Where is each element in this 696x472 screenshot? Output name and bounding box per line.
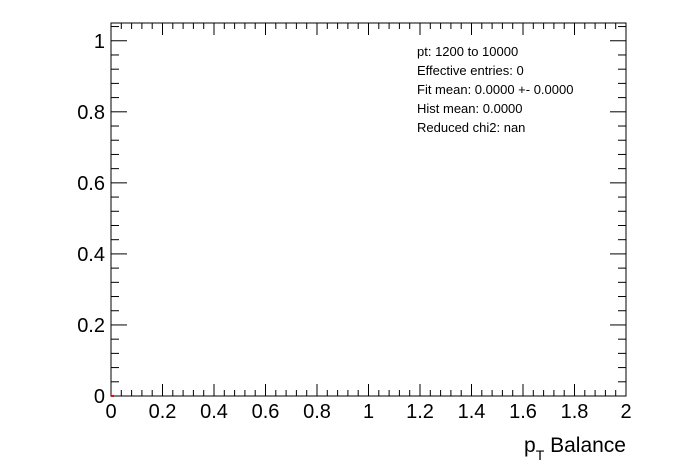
- x-tick-label: 1: [363, 401, 374, 423]
- stats-line: Effective entries: 0: [417, 63, 524, 78]
- x-tick-label: 2: [620, 401, 631, 423]
- x-tick-label: 0.4: [200, 401, 228, 423]
- y-tick-label: 0: [94, 386, 105, 408]
- stats-line: pt: 1200 to 10000: [417, 44, 518, 59]
- stats-line: Fit mean: 0.0000 +- 0.0000: [417, 82, 573, 97]
- x-tick-label: 1.6: [509, 401, 537, 423]
- x-tick-label: 0: [105, 401, 116, 423]
- y-tick-label: 0.6: [77, 173, 105, 195]
- stats-line: Hist mean: 0.0000: [417, 101, 523, 116]
- x-axis-title-main: p: [524, 434, 536, 457]
- x-tick-label: 1.2: [406, 401, 434, 423]
- stats-box: pt: 1200 to 10000 Effective entries: 0 Fit…: [417, 44, 573, 135]
- x-tick-label: 1.8: [561, 401, 589, 423]
- plot-frame: [110, 22, 627, 397]
- y-tick-labels: 0 0.2 0.4 0.6 0.8 1: [77, 31, 105, 408]
- y-tick-label: 1: [94, 31, 105, 53]
- y-tick-label: 0.2: [77, 315, 105, 337]
- x-axis-title-rest: Balance: [544, 434, 626, 457]
- y-tick-label: 0.8: [77, 102, 105, 124]
- x-tick-label: 1.4: [458, 401, 486, 423]
- y-tick-label: 0.4: [77, 244, 105, 266]
- x-tick-labels: 0 0.2 0.4 0.6 0.8 1 1.2 1.4 1.6 1.8 2: [105, 401, 631, 423]
- x-tick-label: 0.2: [149, 401, 177, 423]
- stats-line: Reduced chi2: nan: [417, 120, 525, 135]
- x-axis-title: pT Balance: [524, 434, 626, 463]
- x-tick-label: 0.6: [252, 401, 280, 423]
- x-axis-title-subscript: T: [536, 447, 545, 463]
- x-tick-label: 0.8: [303, 401, 331, 423]
- tick-marks: [110, 23, 627, 397]
